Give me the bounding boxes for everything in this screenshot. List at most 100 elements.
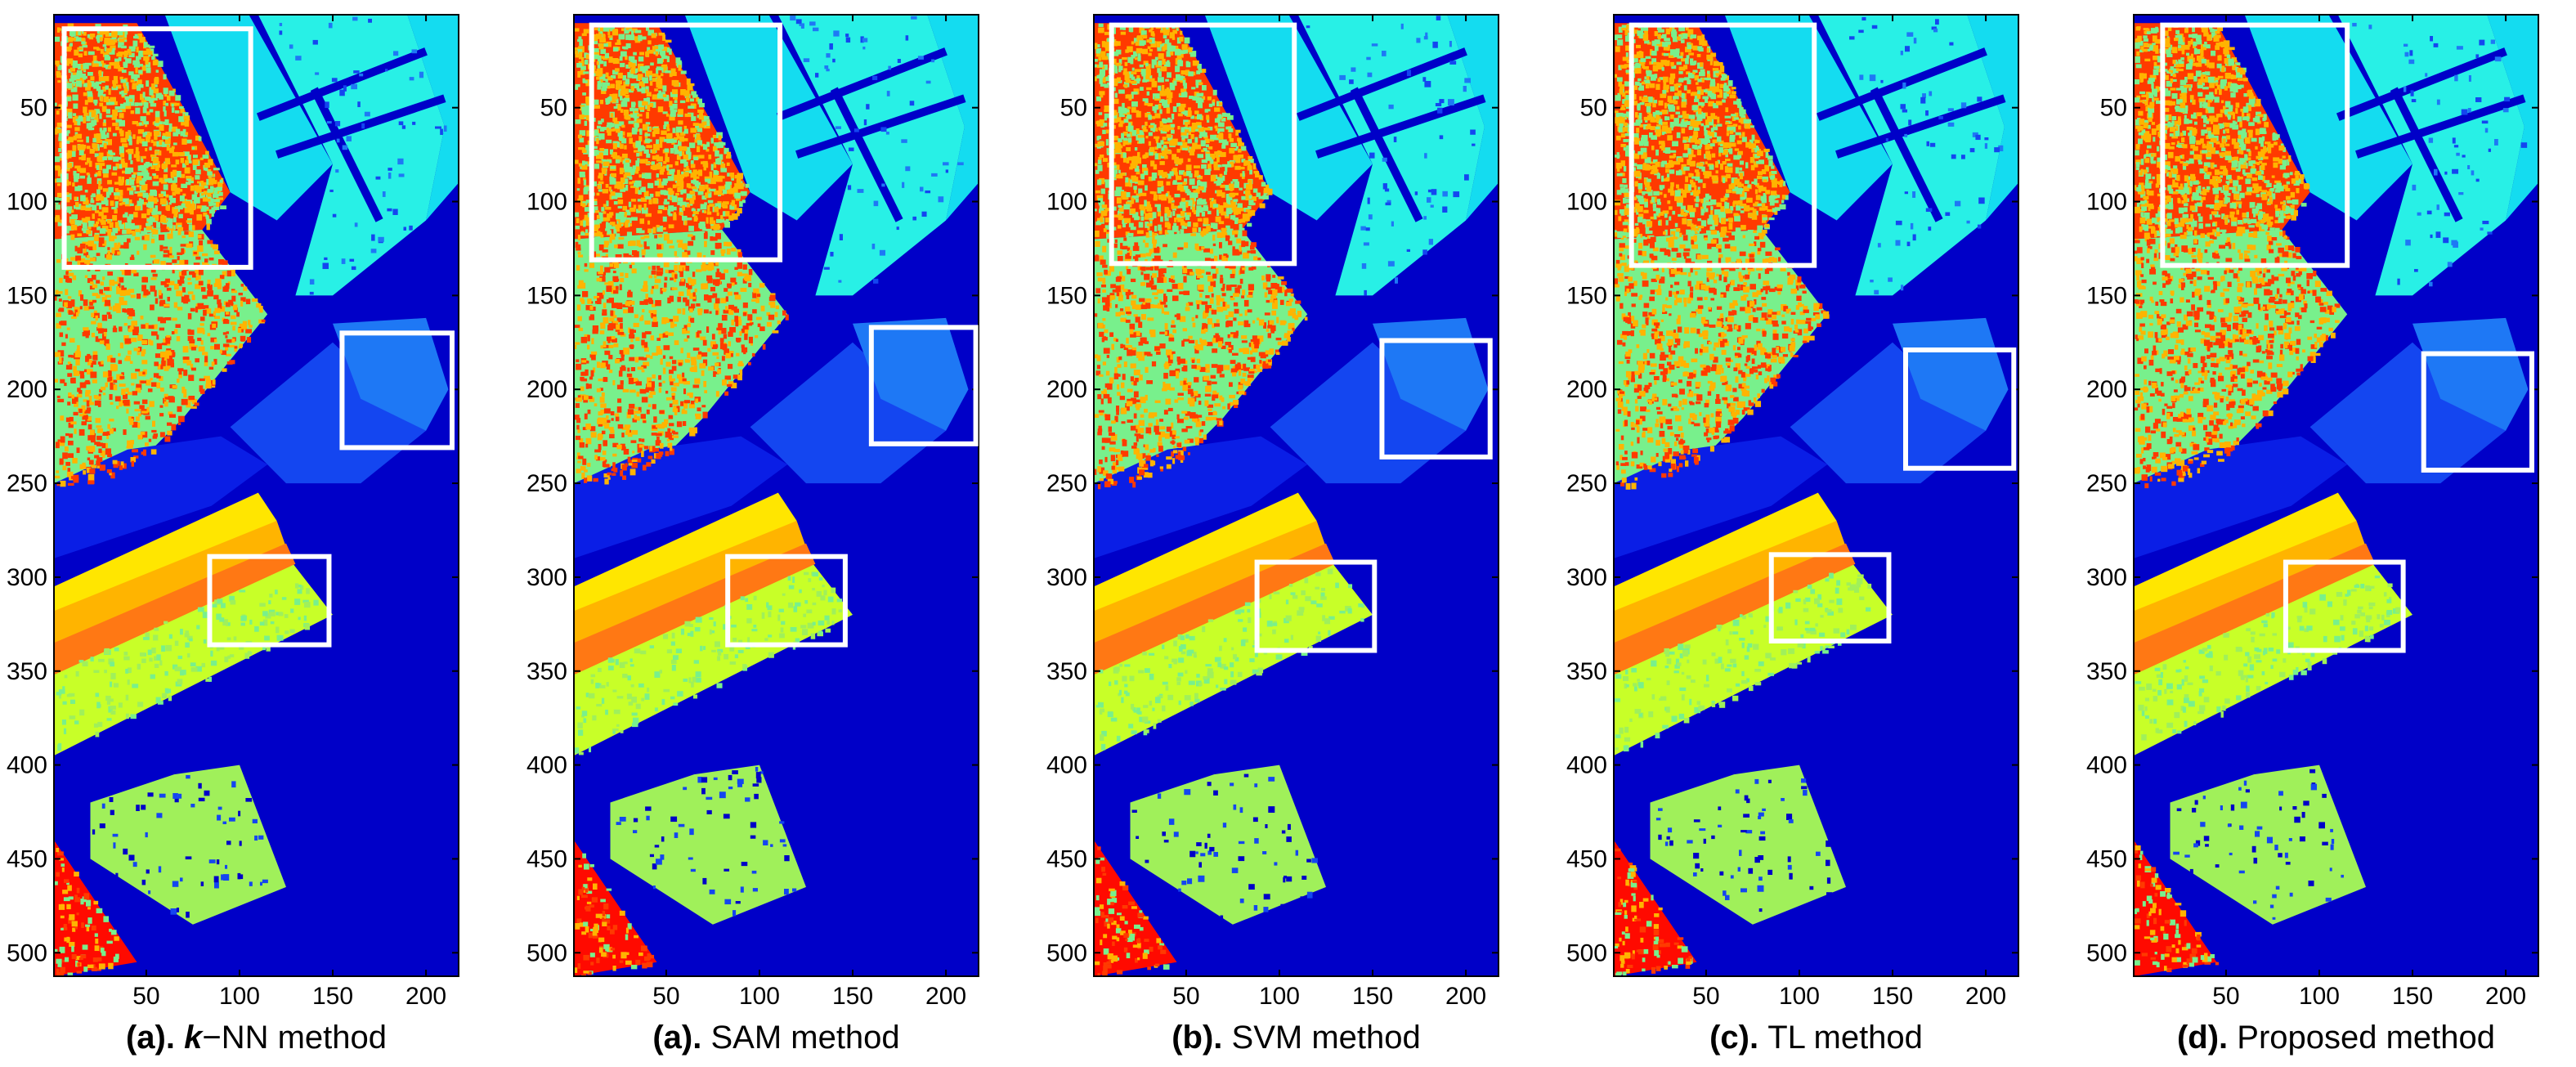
x-tick-label: 100	[2299, 983, 2340, 1010]
highlight-box	[725, 554, 848, 648]
y-tick-label: 450	[526, 845, 567, 872]
y-tick-label: 250	[1566, 470, 1607, 497]
y-tick-label: 300	[1566, 564, 1607, 591]
y-tick-label: 200	[1566, 376, 1607, 403]
axes-frame	[1613, 14, 2019, 977]
highlight-box	[1254, 559, 1378, 653]
y-tick-label: 250	[526, 470, 567, 497]
orange-stripe-region	[54, 543, 296, 675]
yellow-green-region	[54, 562, 333, 756]
cyan-block-speckle	[790, 15, 964, 284]
plot-area	[2134, 15, 2538, 976]
axes-frame	[2133, 14, 2539, 977]
cyan-block-speckle	[2352, 23, 2528, 287]
x-tick-label: 150	[832, 983, 873, 1010]
sky-blue-region	[853, 317, 969, 431]
red-corner-speckle	[1614, 848, 1693, 976]
highlight-box	[1768, 552, 1892, 644]
pale-green-speckle	[1655, 778, 1833, 912]
x-tick-label: 50	[1172, 983, 1199, 1010]
cyan-right-region	[927, 15, 979, 221]
x-tick-label: 150	[2392, 983, 2433, 1010]
highlight-box	[61, 26, 253, 270]
y-tick-label: 150	[1046, 282, 1087, 309]
y-tick-label: 150	[7, 282, 47, 309]
cyan-strip-region	[1724, 15, 1893, 221]
y-tick-label: 350	[526, 658, 567, 685]
y-tick-label: 500	[2086, 939, 2127, 966]
y-tick-label: 200	[2086, 376, 2127, 403]
x-tick-label: 200	[1965, 983, 2006, 1010]
medium-blue-region	[750, 342, 947, 484]
yellow-green-speckle	[2135, 575, 2401, 741]
y-tick-label: 250	[2086, 470, 2127, 497]
y-tick-label: 400	[1046, 752, 1087, 779]
cyan-right-region	[2487, 15, 2538, 221]
block-separators	[1296, 47, 1486, 222]
y-tick-label: 400	[2086, 752, 2127, 779]
sky-blue-region	[1373, 317, 1489, 431]
x-tick-label: 50	[2212, 983, 2239, 1010]
panel-a2: 50 100 150 200 50 100 150 200 250 300 350 400 450 500…	[526, 14, 979, 1056]
sky-blue-region	[1893, 317, 2009, 431]
pale-green-speckle	[92, 775, 268, 918]
highlight-box	[339, 330, 455, 451]
y-tick-label: 300	[1046, 564, 1087, 591]
y-tick-label: 50	[2100, 95, 2127, 122]
dark-river-region	[54, 436, 268, 558]
y-tick-label: 300	[2086, 564, 2127, 591]
orange-stripe-region	[2134, 543, 2376, 675]
y-tick-label: 500	[526, 939, 567, 966]
panel-caption: (d). Proposed method	[2177, 1020, 2495, 1056]
x-tick-label: 150	[1352, 983, 1393, 1010]
field-upper-region	[1614, 23, 1790, 240]
y-tick-label: 400	[1566, 752, 1607, 779]
x-tick-label: 50	[1692, 983, 1719, 1010]
highlight-box	[2160, 22, 2350, 268]
pale-green-region	[1130, 764, 1326, 925]
x-tick-label: 200	[1445, 983, 1486, 1010]
highlight-box	[1379, 338, 1493, 460]
y-tick-label: 450	[7, 845, 47, 872]
x-tick-label: 100	[1259, 983, 1300, 1010]
y-tick-label: 450	[2086, 845, 2127, 872]
field-lower-speckle	[54, 231, 266, 487]
x-tick-label: 150	[1872, 983, 1913, 1010]
dark-river-region	[1614, 436, 1828, 558]
highlight-box	[207, 554, 332, 648]
y-tick-label: 50	[540, 95, 567, 122]
y-tick-label: 100	[1566, 189, 1607, 216]
cyan-right-region	[1967, 15, 2018, 221]
red-corner-speckle	[1094, 846, 1170, 976]
plot-area	[574, 15, 979, 976]
y-tick-label: 350	[2086, 658, 2127, 685]
panel-a1: 50 100 150 200 50 100 150 200 250 300 350 400 450 500…	[7, 14, 459, 1056]
panel-caption: (c). TL method	[1709, 1020, 1923, 1056]
cyan-strip-region	[684, 15, 853, 221]
cyan-right-region	[1447, 15, 1499, 221]
red-corner-speckle	[54, 848, 119, 976]
y-tick-label: 200	[7, 376, 47, 403]
medium-blue-region	[1270, 342, 1467, 484]
panel-d: 50 100 150 200 50 100 150 200 250 300 350 400 450 500…	[2086, 14, 2539, 1056]
block-separators	[256, 47, 446, 222]
pale-green-region	[1650, 764, 1846, 925]
red-corner-speckle	[2134, 845, 2219, 973]
yellow-green-region	[1614, 562, 1893, 756]
y-tick-label: 50	[1060, 95, 1087, 122]
x-tick-label: 100	[1779, 983, 1820, 1010]
yellow-green-speckle	[1614, 572, 1890, 752]
y-tick-label: 500	[1566, 939, 1607, 966]
x-tick-label: 150	[312, 983, 353, 1010]
y-tick-label: 150	[526, 282, 567, 309]
orange-stripe-region	[1614, 543, 1856, 675]
highlight-box	[1109, 22, 1297, 267]
y-tick-label: 200	[526, 376, 567, 403]
cyan-block-speckle	[279, 16, 447, 295]
pale-green-speckle	[1131, 773, 1318, 921]
y-tick-label: 150	[2086, 282, 2127, 309]
y-tick-label: 500	[7, 939, 47, 966]
x-tick-label: 50	[652, 983, 679, 1010]
highlight-box	[1902, 347, 2017, 471]
x-tick-label: 50	[132, 983, 159, 1010]
